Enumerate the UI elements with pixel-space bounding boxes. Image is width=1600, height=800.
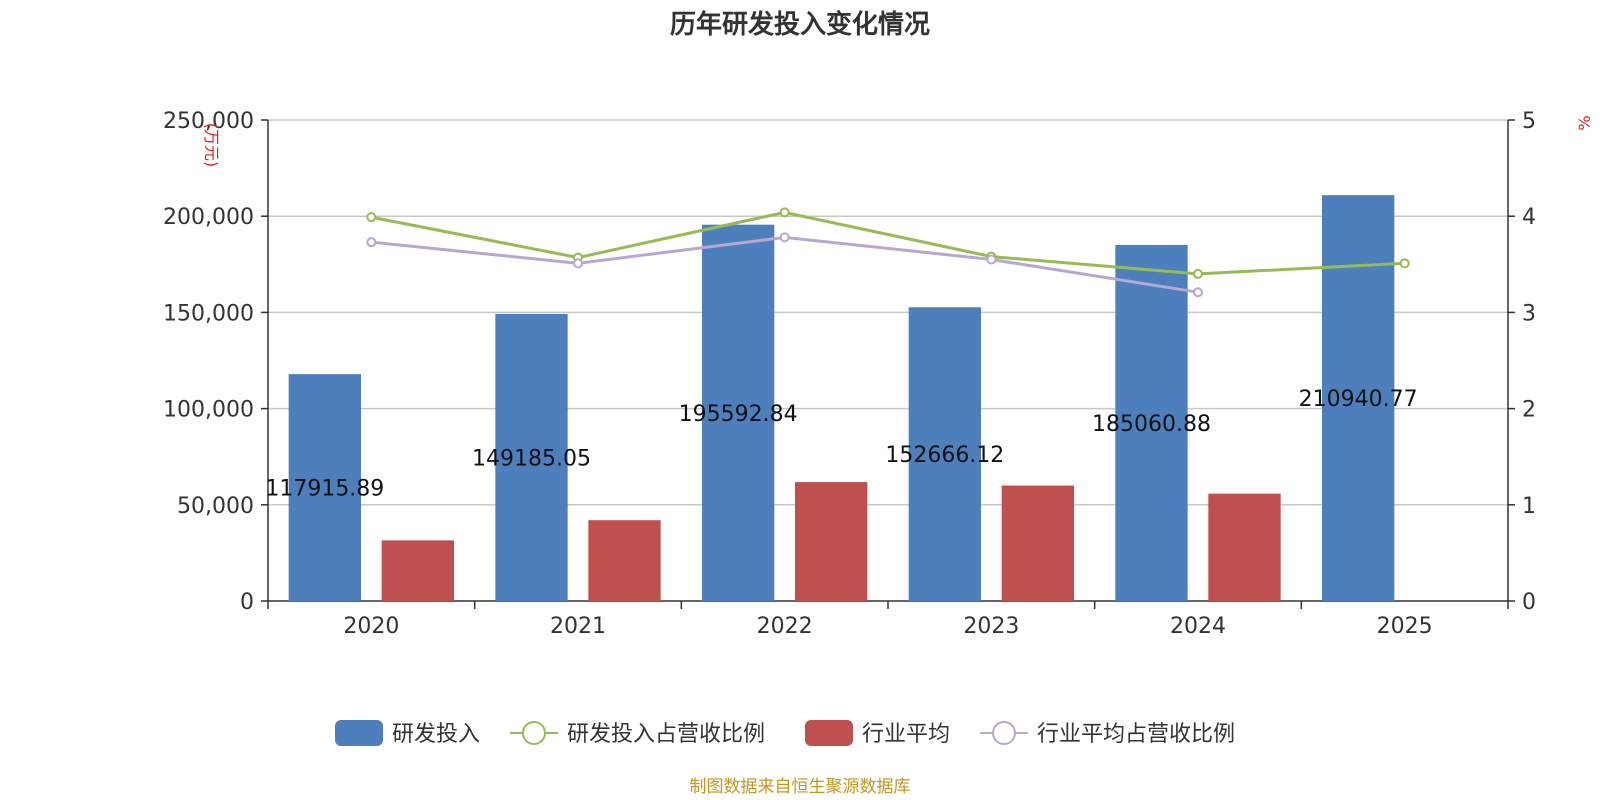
data-label-2022: 195592.84: [679, 402, 798, 427]
point-行业平均占营收比例: [986, 254, 997, 265]
bar-研发投入-2020: [288, 374, 361, 601]
bar-行业平均-2020: [381, 540, 454, 601]
right-axis-tick-label: 0: [1522, 590, 1536, 615]
point-行业平均占营收比例: [1193, 287, 1203, 298]
lines: [366, 207, 1410, 298]
axes: 0 0 50,000 1 100,000 2 150,000 3 200,000 4 250,000…: [163, 109, 1536, 639]
line-研发投入占营收比例: [371, 210, 1405, 276]
left-axis-tick-label: 100,000: [163, 398, 254, 423]
left-axis-tick-label: 200,000: [163, 205, 254, 230]
point-研发投入占营收比例: [1193, 268, 1203, 279]
point-行业平均占营收比例: [366, 237, 377, 248]
data-label-2020: 117915.89: [265, 477, 384, 502]
x-axis-tick-label: 2025: [1377, 614, 1433, 639]
x-axis-tick-label: 2024: [1170, 614, 1226, 639]
point-研发投入占营收比例: [366, 212, 377, 223]
right-axis-tick-label: 5: [1522, 109, 1536, 134]
point-行业平均占营收比例: [573, 258, 583, 269]
point-研发投入占营收比例: [1399, 258, 1410, 269]
right-axis-tick-label: 3: [1522, 301, 1536, 326]
bar-研发投入-2021: [495, 313, 568, 601]
bar-研发投入-2024: [1115, 244, 1188, 601]
left-axis-unit: (万元): [202, 123, 221, 168]
legend-swatch-研发投入: [335, 720, 383, 746]
legend-label: 行业平均占营收比例: [1037, 722, 1235, 747]
x-axis-tick-label: 2022: [757, 614, 813, 639]
point-行业平均占营收比例: [779, 232, 790, 243]
bars: [288, 195, 1395, 601]
x-axis-tick-label: 2021: [550, 614, 606, 639]
data-label-2024: 185060.88: [1092, 412, 1211, 437]
bar-行业平均-2021: [588, 520, 661, 601]
legend: 研发投入 研发投入占营收比例 行业平均 行业平均占营收比例: [335, 720, 1235, 747]
legend-label: 研发投入占营收比例: [567, 722, 765, 747]
data-label-2025: 210940.77: [1299, 387, 1418, 412]
bar-行业平均-2024: [1208, 493, 1281, 601]
right-axis-tick-label: 2: [1522, 398, 1536, 423]
source-note: 制图数据来自恒生聚源数据库: [690, 777, 911, 797]
chart-title: 历年研发投入变化情况: [670, 9, 930, 40]
x-axis-tick-label: 2023: [963, 614, 1019, 639]
bar-研发投入-2022: [702, 224, 775, 601]
data-label-2023: 152666.12: [885, 443, 1004, 468]
legend-swatch-行业平均: [805, 720, 853, 746]
bar-研发投入-2025: [1322, 195, 1395, 601]
legend-label: 研发投入: [392, 722, 480, 747]
right-axis-tick-label: 1: [1522, 494, 1536, 519]
left-axis-tick-label: 150,000: [163, 301, 254, 326]
left-axis-tick-label: 0: [240, 590, 254, 615]
right-axis-tick-label: 4: [1522, 205, 1536, 230]
bar-研发投入-2023: [908, 307, 981, 601]
data-label-2021: 149185.05: [472, 446, 591, 471]
gridlines: [268, 119, 1508, 506]
legend-marker-行业平均占营收比例: [992, 721, 1016, 745]
data-labels: 117915.89 149185.05 195592.84 152666.12 1850…: [265, 387, 1417, 501]
bar-行业平均-2023: [1001, 485, 1074, 601]
left-axis-tick-label: 250,000: [163, 109, 254, 134]
x-axis-tick-label: 2020: [343, 614, 399, 639]
point-研发投入占营收比例: [779, 207, 790, 218]
legend-marker-研发投入占营收比例: [522, 721, 546, 745]
bar-行业平均-2022: [795, 482, 868, 601]
legend-label: 行业平均: [862, 722, 950, 747]
right-axis-unit: %: [1575, 115, 1594, 130]
left-axis-tick-label: 50,000: [177, 494, 254, 519]
